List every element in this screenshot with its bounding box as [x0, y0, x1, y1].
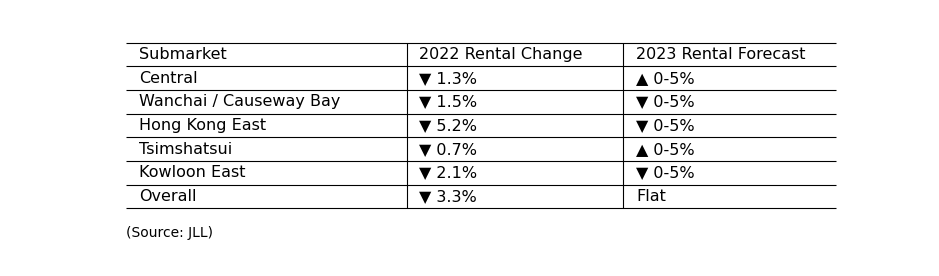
Text: 2022 Rental Change: 2022 Rental Change: [420, 47, 583, 62]
Text: ▲ 0-5%: ▲ 0-5%: [636, 142, 695, 157]
Text: ▼ 0-5%: ▼ 0-5%: [636, 118, 695, 133]
Text: Overall: Overall: [139, 189, 196, 204]
Text: ▼ 0-5%: ▼ 0-5%: [636, 165, 695, 181]
Text: Central: Central: [139, 71, 197, 86]
Text: Kowloon East: Kowloon East: [139, 165, 245, 181]
Text: ▼ 1.3%: ▼ 1.3%: [420, 71, 477, 86]
Text: Flat: Flat: [636, 189, 666, 204]
Text: ▼ 3.3%: ▼ 3.3%: [420, 189, 477, 204]
Text: Wanchai / Causeway Bay: Wanchai / Causeway Bay: [139, 94, 340, 109]
Text: ▼ 0-5%: ▼ 0-5%: [636, 94, 695, 109]
Text: ▼ 1.5%: ▼ 1.5%: [420, 94, 478, 109]
Text: (Source: JLL): (Source: JLL): [126, 226, 213, 240]
Text: Hong Kong East: Hong Kong East: [139, 118, 266, 133]
Text: Submarket: Submarket: [139, 47, 226, 62]
Text: ▼ 2.1%: ▼ 2.1%: [420, 165, 478, 181]
Text: ▼ 0.7%: ▼ 0.7%: [420, 142, 477, 157]
Text: ▼ 5.2%: ▼ 5.2%: [420, 118, 477, 133]
Text: 2023 Rental Forecast: 2023 Rental Forecast: [636, 47, 806, 62]
Text: ▲ 0-5%: ▲ 0-5%: [636, 71, 695, 86]
Text: Tsimshatsui: Tsimshatsui: [139, 142, 232, 157]
